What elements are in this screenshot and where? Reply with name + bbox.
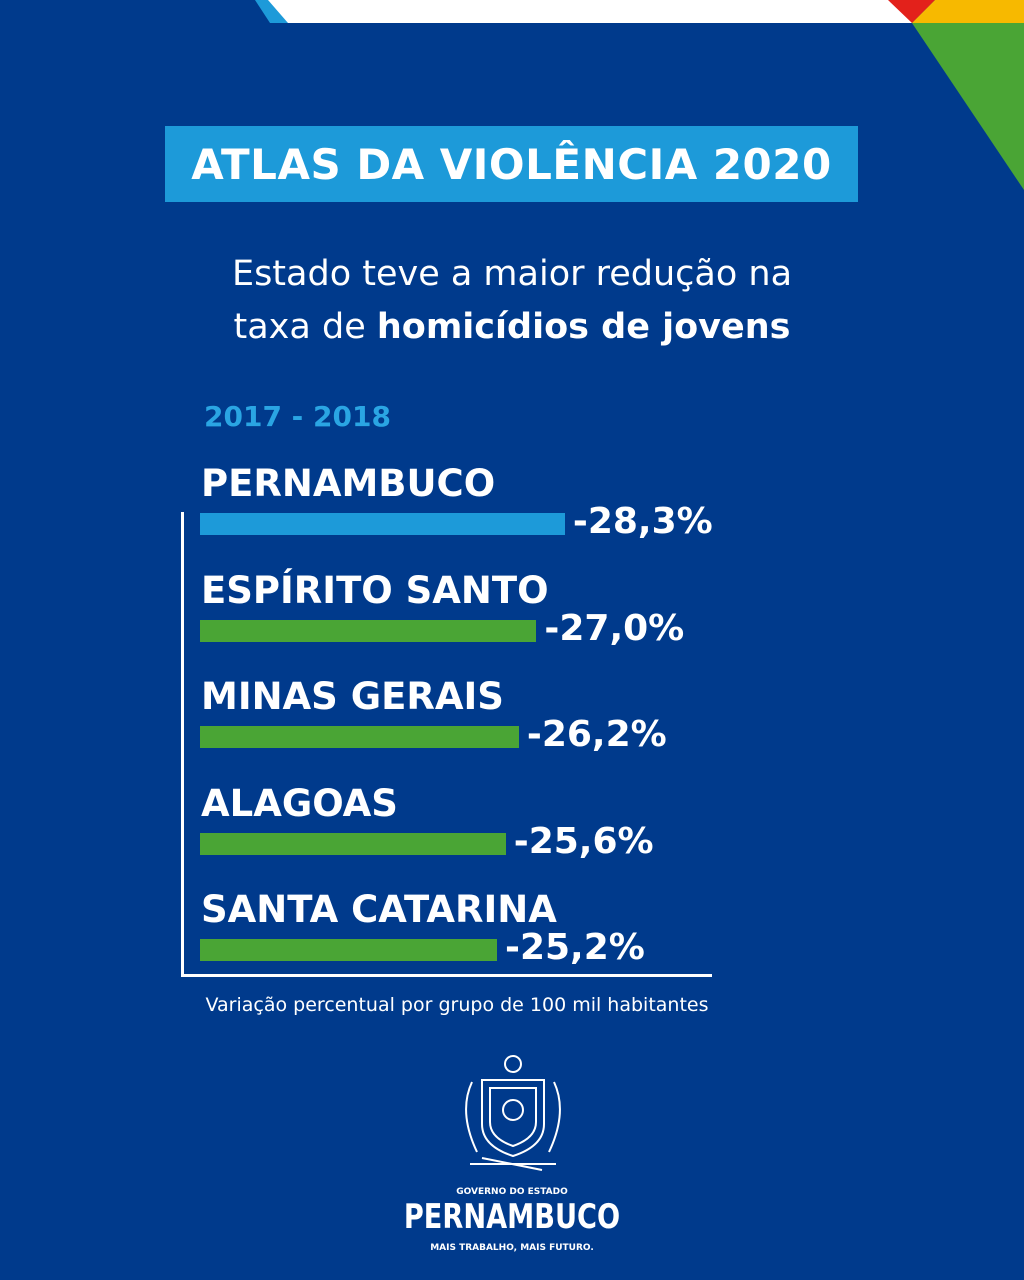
chart-title: 2017 - 2018 — [204, 400, 391, 433]
green-triangle — [912, 23, 1024, 190]
logo-slogan: MAIS TRABALHO, MAIS FUTURO. — [430, 1243, 594, 1253]
yellow-stripe — [912, 0, 1024, 23]
value-label: -28,3% — [572, 501, 713, 542]
red-triangle — [888, 0, 935, 23]
y-axis — [181, 512, 184, 977]
bar — [200, 619, 537, 642]
subtitle-text: taxa de — [233, 307, 377, 347]
bar — [200, 513, 565, 535]
coat-of-arms-logo — [465, 1055, 561, 1171]
subtitle-line2: taxa de homicídios de jovens — [0, 307, 1024, 347]
title-banner: ATLAS DA VIOLÊNCIA 2020 — [165, 126, 858, 202]
value-label: -25,6% — [513, 820, 654, 862]
x-axis-label: Variação percentual por grupo de 100 mil… — [205, 994, 709, 1016]
logo-name: PERNAMBUCO — [403, 1197, 621, 1237]
subtitle-bold: homicídios de jovens — [376, 307, 791, 347]
x-axis — [181, 974, 712, 977]
bar — [200, 726, 519, 748]
category-label: MINAS GERAIS — [201, 675, 504, 718]
corner-decoration — [255, 0, 1024, 190]
bar — [200, 832, 506, 855]
value-label: -26,2% — [526, 714, 667, 755]
value-label: -27,0% — [544, 607, 685, 649]
white-stripe — [268, 0, 912, 23]
logo-top-text: GOVERNO DO ESTADO — [456, 1187, 568, 1197]
bar — [200, 939, 497, 961]
category-label: SANTA CATARINA — [201, 888, 557, 931]
page-title: ATLAS DA VIOLÊNCIA 2020 — [191, 139, 832, 189]
category-label: ESPÍRITO SANTO — [201, 568, 549, 612]
category-label: ALAGOAS — [201, 781, 398, 825]
subtitle-line1: Estado teve a maior redução na — [231, 254, 793, 294]
category-label: PERNAMBUCO — [201, 462, 496, 505]
value-label: -25,2% — [505, 927, 645, 968]
